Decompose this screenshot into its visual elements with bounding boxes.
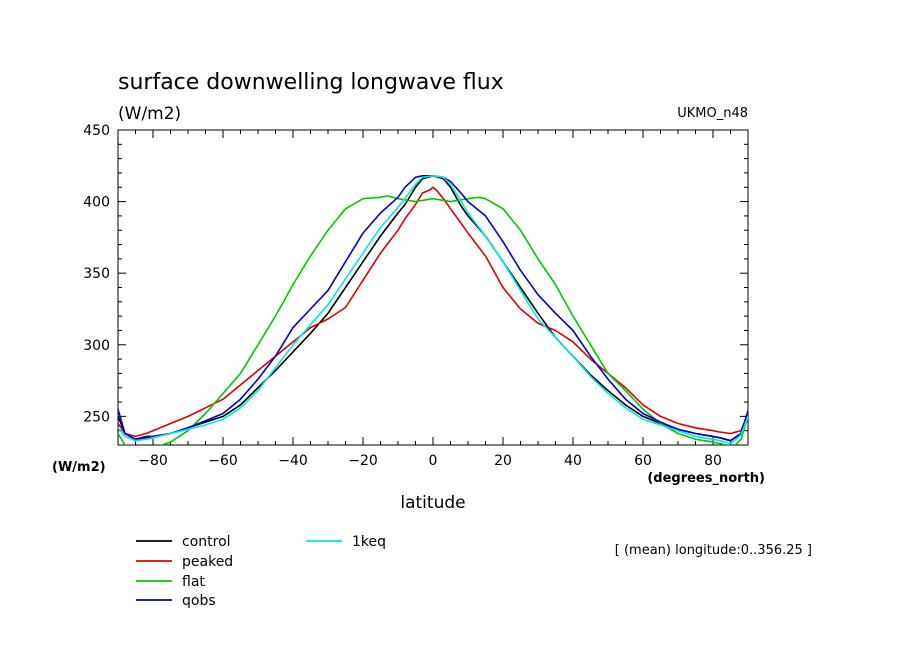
x-tick-label: −60	[208, 453, 238, 469]
legend: control peaked flat qobs 1keq	[136, 534, 386, 609]
y-tick-label: 450	[83, 123, 110, 139]
x-tick-label: −80	[138, 453, 168, 469]
series-lines	[118, 175, 748, 445]
chart-units: (W/m2)	[118, 104, 181, 124]
model-label: UKMO_n48	[677, 106, 748, 121]
x-axis-units: (degrees_north)	[647, 471, 765, 486]
legend-label-flat: flat	[182, 574, 205, 590]
legend-label-qobs: qobs	[182, 593, 216, 609]
mean-longitude-note: [ (mean) longitude:0..356.25 ]	[615, 543, 812, 558]
y-tick-label: 250	[83, 409, 110, 425]
x-tick-label: 80	[704, 453, 722, 469]
y-tick-label: 300	[83, 338, 110, 354]
legend-label-1keq: 1keq	[352, 534, 386, 550]
x-tick-label: 40	[564, 453, 582, 469]
x-tick-labels: −80 −60 −40 −20 0 20 40 60 80	[138, 453, 722, 469]
x-tick-label: 60	[634, 453, 652, 469]
x-tick-label: −40	[278, 453, 308, 469]
series-line-peaked	[118, 186, 748, 438]
y-tick-label: 400	[83, 195, 110, 211]
chart-title: surface downwelling longwave flux	[118, 70, 504, 95]
legend-label-control: control	[182, 534, 231, 550]
x-tick-label: 0	[429, 453, 438, 469]
y-axis-units: (W/m2)	[52, 460, 106, 475]
x-axis-label: latitude	[400, 493, 465, 513]
series-line-1keq	[118, 175, 748, 445]
series-line-control	[118, 175, 748, 442]
series-line-qobs	[118, 175, 748, 442]
axis-ticks	[117, 129, 749, 445]
y-tick-labels: 250 300 350 400 450	[83, 123, 110, 425]
x-tick-label: 20	[494, 453, 512, 469]
y-tick-label: 350	[83, 266, 110, 282]
legend-label-peaked: peaked	[182, 554, 233, 570]
x-tick-label: −20	[348, 453, 378, 469]
plot-frame	[117, 129, 749, 446]
